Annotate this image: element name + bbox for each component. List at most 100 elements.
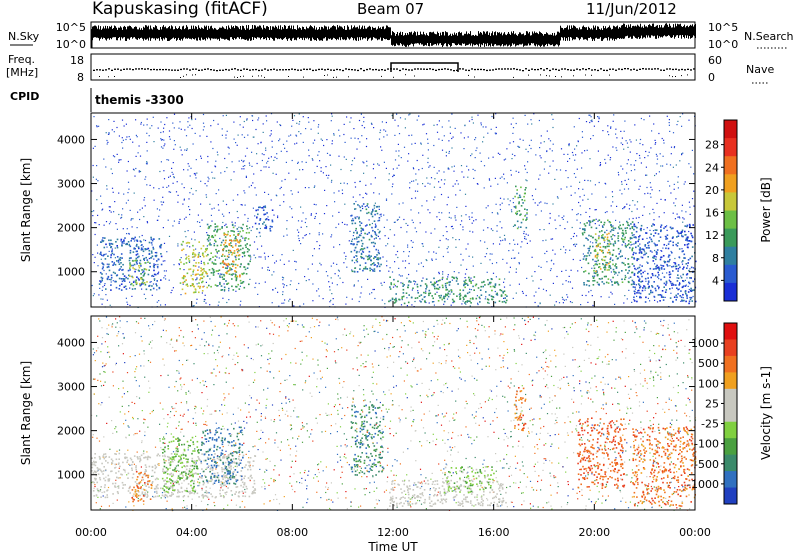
- nsky-sample: [611, 29, 612, 39]
- nsky-sample: [240, 26, 241, 37]
- nsky-sample: [587, 29, 588, 41]
- freq-sample: [447, 68, 449, 70]
- freq-sample: [663, 69, 665, 71]
- nsky-sample: [367, 27, 368, 41]
- nsky-sample: [387, 25, 388, 40]
- nsky-sample: [229, 27, 230, 41]
- freq-sample: [363, 69, 365, 72]
- nsky-sample: [490, 35, 491, 47]
- freq-sample: [624, 68, 626, 70]
- nsky-sample: [375, 27, 376, 39]
- nsky-sample: [501, 32, 502, 46]
- freq-sample: [393, 68, 395, 70]
- freq-sample: [579, 69, 581, 71]
- freq-sample: [261, 69, 263, 71]
- freq-sample: [105, 69, 107, 71]
- nsky-sample: [359, 25, 360, 38]
- nsky-sample: [656, 25, 657, 39]
- nsky-sample: [253, 28, 254, 40]
- nsky-sample: [605, 26, 606, 38]
- nsky-sample: [358, 28, 359, 41]
- nsky-sample: [211, 25, 212, 39]
- nsky-sample: [137, 29, 138, 40]
- colorbar-tick-label: 12: [705, 229, 719, 242]
- freq-sample: [186, 68, 188, 70]
- nsky-sample: [549, 34, 550, 45]
- nsky-sample: [632, 26, 633, 39]
- nave-sample: [687, 74, 688, 76]
- nsky-sample: [588, 26, 589, 38]
- nsky-sample: [546, 32, 547, 44]
- nsky-sample: [651, 26, 652, 36]
- freq-sample: [168, 69, 170, 71]
- nsky-sample: [535, 32, 536, 47]
- nsky-sample: [353, 27, 354, 41]
- nsky-sample: [678, 24, 679, 38]
- freq-sample: [93, 69, 95, 71]
- nsky-sample: [556, 34, 557, 45]
- freq-sample: [405, 68, 407, 71]
- nsky-sample: [354, 25, 355, 39]
- nsky-sample: [542, 33, 543, 45]
- colorbar-segment: [724, 138, 737, 157]
- nsky-sample: [371, 29, 372, 41]
- station-title: Kapuskasing (fitACF): [92, 0, 268, 19]
- nsky-sample: [497, 32, 498, 46]
- nsky-sample: [177, 29, 178, 40]
- nsky-sample: [209, 28, 210, 39]
- nsky-sample: [391, 35, 392, 45]
- freq-sample: [144, 68, 146, 70]
- nsky-sample: [377, 28, 378, 41]
- nsky-sample: [589, 27, 590, 38]
- freq-sample: [135, 68, 137, 70]
- nsky-sample: [105, 25, 106, 40]
- freq-sample: [234, 68, 236, 70]
- freq-sample: [240, 69, 242, 71]
- x-tick-label: 00:00: [75, 526, 107, 539]
- freq-sample: [594, 69, 596, 71]
- nsky-sample: [135, 26, 136, 39]
- freq-tick-bottom: 8: [77, 71, 84, 84]
- freq-sample: [213, 69, 215, 71]
- nsky-sample: [274, 27, 275, 41]
- nsky-sample: [681, 26, 682, 39]
- colorbar-segment: [724, 210, 737, 230]
- freq-sample: [285, 69, 287, 71]
- freq-sample: [291, 68, 293, 70]
- nsky-sample: [136, 26, 137, 40]
- nsky-sample: [339, 25, 340, 38]
- freq-sample: [279, 69, 281, 71]
- freq-sample: [468, 69, 470, 72]
- nave-sample: [180, 77, 181, 78]
- colorbar-segment: [724, 192, 737, 211]
- freq-sample: [303, 68, 305, 70]
- freq-sample: [513, 68, 515, 70]
- colorbar-segment: [724, 156, 737, 175]
- nsky-sample: [610, 27, 611, 39]
- freq-sample: [690, 69, 692, 71]
- nsky-sample: [640, 23, 641, 39]
- echo-region-3: [200, 426, 244, 485]
- nsky-sample: [633, 25, 634, 36]
- nsky-sample: [567, 25, 568, 41]
- nsky-sample: [262, 29, 263, 37]
- nave-sample: [327, 74, 328, 76]
- nsky-sample: [215, 28, 216, 39]
- nsky-sample: [174, 29, 175, 40]
- nsky-sample: [675, 23, 676, 37]
- nsky-sample: [685, 27, 686, 36]
- freq-sample: [636, 69, 638, 71]
- nsky-sample: [637, 24, 638, 39]
- nsky-sample: [170, 28, 171, 40]
- nsky-sample: [524, 35, 525, 46]
- nsky-sample: [577, 28, 578, 38]
- nsky-sample: [442, 31, 443, 47]
- nsky-sample: [293, 25, 294, 38]
- nsky-sample: [593, 25, 594, 40]
- nsearch-tick-bottom: 10^0: [708, 38, 738, 51]
- nsky-sample: [316, 27, 317, 41]
- nsky-sample: [322, 27, 323, 41]
- colorbar: 4 8 12 16 20 24 28 Power [dB]: [705, 119, 773, 302]
- nsky-sample: [663, 27, 664, 37]
- nsky-sample: [657, 25, 658, 36]
